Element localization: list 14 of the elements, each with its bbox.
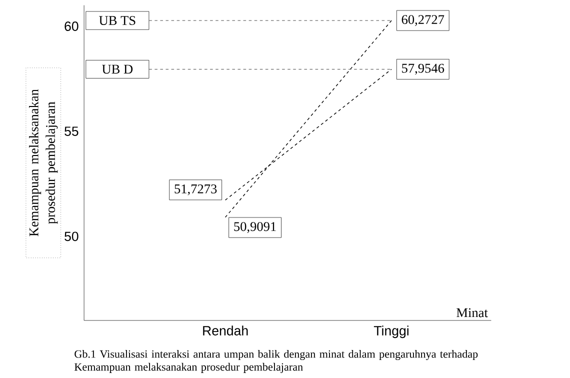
data-label: 50,9091 (234, 222, 276, 233)
data-label: 60,2727 (402, 14, 444, 26)
y-tick-label: 55 (64, 126, 78, 136)
y-axis-title: Kemampuan melaksanakan prosedur pembelajaran (29, 89, 58, 236)
data-label: 51,7273 (174, 184, 217, 196)
y-tick-label: 60 (64, 21, 78, 31)
text: Gb.1 Visualisasi interaksi antara umpan balik dengan minat dalam pengaruhnya terhadap Kemampuan melaksanakan prosedur pembelajaran (74, 350, 478, 373)
text: UB D (102, 64, 133, 74)
x-axis-title: Minat (456, 308, 488, 318)
y-tick-label: 50 (64, 232, 78, 241)
x-tick-label: Rendah (203, 326, 248, 336)
data-label: 57,9546 (402, 64, 444, 75)
x-tick-label: Tinggi (374, 326, 408, 338)
text: UB TS (99, 16, 136, 25)
